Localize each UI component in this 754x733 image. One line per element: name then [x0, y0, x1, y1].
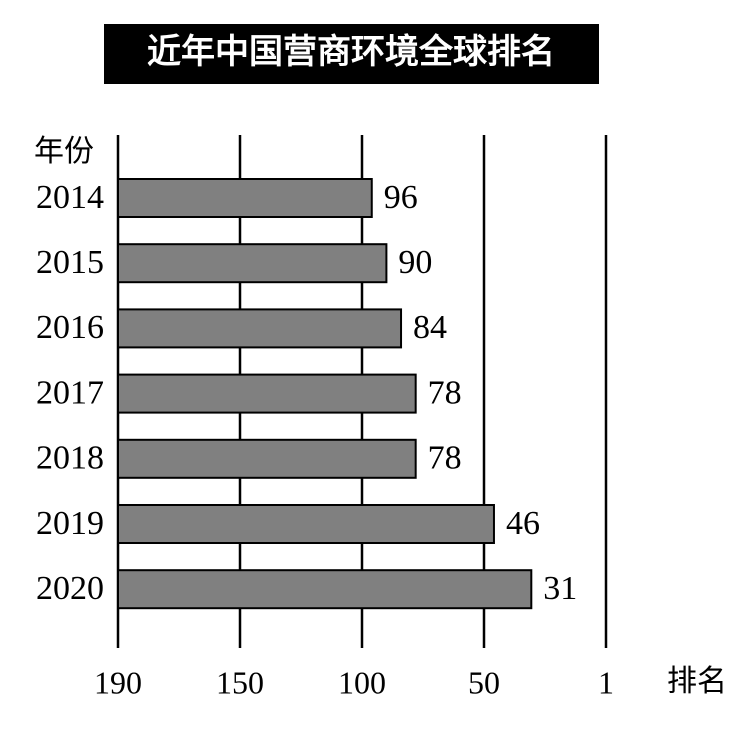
y-tick-label: 2017: [36, 374, 104, 411]
x-tick-label: 190: [94, 664, 142, 700]
value-label: 46: [506, 505, 540, 542]
x-tick-label: 50: [468, 664, 500, 700]
bar: [117, 438, 417, 479]
x-tick-label: 1: [598, 664, 614, 700]
bar: [117, 373, 417, 414]
x-tick-label: 100: [338, 664, 386, 700]
y-tick-label: 2015: [36, 244, 104, 281]
x-axis-label: 排名: [667, 665, 727, 698]
bar: [117, 178, 373, 218]
chart-title: 近年中国营商环境全球排名: [147, 32, 555, 71]
x-tick-label: 150: [216, 664, 264, 700]
y-axis-label: 年份: [34, 135, 94, 168]
title-box: [104, 24, 599, 84]
value-label: 31: [543, 570, 577, 607]
value-label: 78: [428, 374, 462, 411]
bar: [117, 504, 495, 544]
y-tick-label: 2019: [36, 505, 104, 542]
value-label: 96: [384, 179, 418, 216]
y-tick-label: 2018: [36, 440, 104, 477]
y-tick-label: 2014: [36, 179, 104, 216]
value-label: 90: [398, 244, 432, 281]
y-tick-label: 2016: [36, 309, 104, 346]
value-label: 78: [428, 440, 462, 477]
bar: [117, 569, 533, 610]
y-tick-label: 2020: [36, 570, 104, 607]
value-label: 84: [413, 309, 447, 346]
bar: [117, 308, 403, 349]
bar: [117, 243, 388, 284]
